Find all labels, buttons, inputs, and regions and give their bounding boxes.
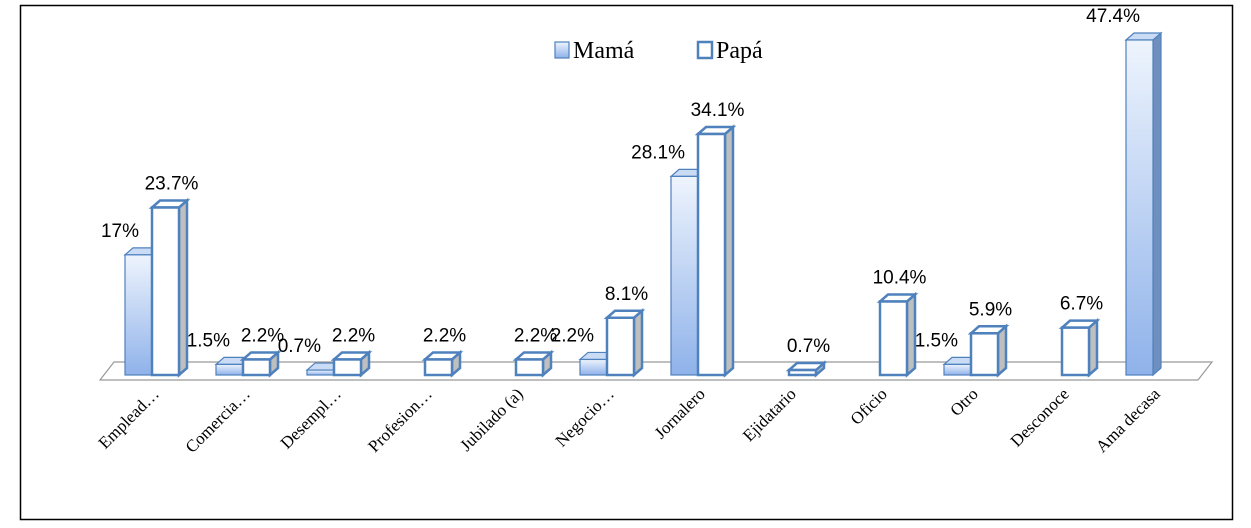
- bar-front: [943, 363, 972, 376]
- data-label: 17%: [101, 221, 139, 242]
- bar-front: [306, 369, 335, 376]
- data-label: 34.1%: [691, 100, 745, 121]
- bar: [785, 360, 828, 378]
- bar-front: [1060, 326, 1091, 377]
- bar: [694, 124, 737, 378]
- bar-side: [1152, 31, 1162, 377]
- data-label: 28.1%: [631, 142, 685, 163]
- bar-front: [423, 358, 454, 377]
- bar: [512, 349, 555, 378]
- data-label: 1.5%: [187, 330, 230, 351]
- bar: [1124, 31, 1163, 377]
- bar-front: [878, 300, 909, 377]
- legend-label: Mamá: [573, 38, 635, 64]
- bar-front: [787, 368, 818, 377]
- data-label: 0.7%: [278, 336, 321, 357]
- bar-front: [215, 363, 244, 376]
- data-label: 5.9%: [969, 299, 1012, 320]
- bar-front: [1125, 39, 1154, 376]
- bar: [876, 291, 919, 378]
- data-label: 2.2%: [241, 325, 284, 346]
- data-label: 2.2%: [423, 325, 466, 346]
- data-label: 23.7%: [145, 174, 199, 195]
- bar-front: [605, 316, 636, 377]
- data-label: 0.7%: [787, 336, 830, 357]
- legend-swatch: [696, 40, 714, 60]
- bar: [330, 349, 373, 378]
- data-label: 10.4%: [873, 267, 927, 288]
- data-label: 47.4%: [1086, 6, 1140, 27]
- bar: [967, 323, 1010, 378]
- bar-front: [150, 206, 181, 377]
- bar-front: [579, 358, 608, 376]
- bar-front: [124, 254, 153, 376]
- data-label: 2.2%: [514, 325, 557, 346]
- legend-label: Papá: [716, 38, 763, 64]
- bar-front: [969, 332, 1000, 377]
- frame: [19, 4, 1234, 521]
- bar: [603, 307, 646, 378]
- data-label: 2.2%: [332, 325, 375, 346]
- data-label: 1.5%: [915, 330, 958, 351]
- data-label: 2.2%: [551, 325, 594, 346]
- bar-front: [332, 358, 363, 377]
- floor: [98, 361, 1214, 381]
- bar: [1058, 317, 1101, 378]
- bar: [239, 349, 282, 378]
- data-label: 6.7%: [1060, 294, 1103, 315]
- bar-front: [241, 358, 272, 377]
- data-label: 8.1%: [605, 284, 648, 305]
- legend-swatch: [554, 41, 570, 59]
- bar: [421, 349, 464, 378]
- bar: [148, 197, 191, 378]
- bar-front: [514, 358, 545, 377]
- bar-front: [696, 132, 727, 377]
- bar-front: [670, 175, 699, 376]
